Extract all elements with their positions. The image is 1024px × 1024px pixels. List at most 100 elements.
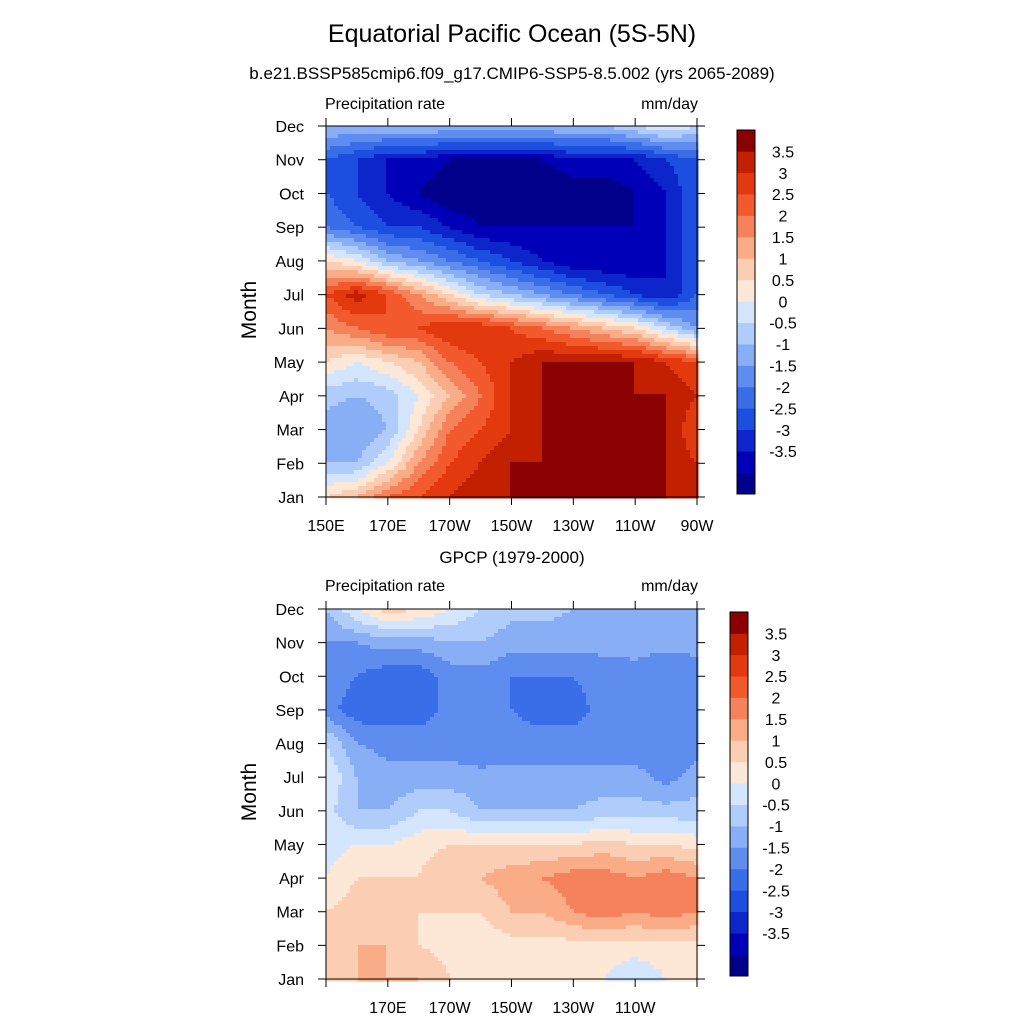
- field-cell: [434, 306, 439, 311]
- field-cell: [326, 130, 331, 135]
- field-cell: [358, 170, 363, 175]
- field-cell: [454, 126, 459, 131]
- field-cell: [354, 266, 359, 271]
- field-cell: [622, 154, 627, 159]
- field-cell: [646, 182, 651, 187]
- field-cell: [426, 242, 431, 247]
- field-cell: [418, 130, 423, 135]
- field-cell: [454, 274, 459, 279]
- field-cell: [386, 314, 391, 319]
- field-cell: [414, 334, 419, 339]
- field-cell: [378, 294, 383, 299]
- field-cell: [686, 262, 691, 267]
- field-cell: [410, 210, 415, 215]
- field-cell: [346, 318, 351, 323]
- field-cell: [590, 150, 595, 155]
- field-cell: [438, 270, 443, 275]
- field-cell: [470, 158, 475, 163]
- field-cell: [358, 298, 363, 303]
- field-cell: [518, 242, 523, 247]
- field-cell: [538, 214, 543, 219]
- field-cell: [522, 282, 527, 287]
- field-cell: [446, 138, 451, 143]
- field-cell: [502, 162, 507, 167]
- field-cell: [546, 206, 551, 211]
- field-cell: [598, 262, 603, 267]
- field-cell: [534, 194, 539, 199]
- field-cell: [506, 330, 511, 335]
- field-cell: [490, 250, 495, 255]
- field-cell: [382, 138, 387, 143]
- field-cell: [486, 318, 491, 323]
- field-cell: [434, 270, 439, 275]
- field-cell: [526, 146, 531, 151]
- field-cell: [418, 246, 423, 251]
- field-cell: [626, 278, 631, 283]
- field-cell: [342, 230, 347, 235]
- field-cell: [342, 134, 347, 139]
- field-cell: [326, 158, 331, 163]
- field-cell: [462, 186, 467, 191]
- field-cell: [374, 134, 379, 139]
- field-cell: [634, 302, 639, 307]
- field-cell: [626, 170, 631, 175]
- field-cell: [430, 210, 435, 215]
- field-cell: [654, 214, 659, 219]
- field-cell: [578, 298, 583, 303]
- field-cell: [614, 306, 619, 311]
- field-cell: [334, 130, 339, 135]
- field-cell: [634, 238, 639, 243]
- field-cell: [662, 182, 667, 187]
- field-cell: [530, 170, 535, 175]
- field-cell: [350, 314, 355, 319]
- field-cell: [390, 242, 395, 247]
- field-cell: [458, 190, 463, 195]
- field-cell: [458, 234, 463, 239]
- field-cell: [358, 258, 363, 263]
- field-cell: [602, 290, 607, 295]
- field-cell: [506, 166, 511, 171]
- field-cell: [338, 322, 343, 327]
- field-cell: [442, 146, 447, 151]
- field-cell: [386, 338, 391, 343]
- field-cell: [378, 178, 383, 183]
- field-cell: [518, 226, 523, 231]
- field-cell: [382, 258, 387, 263]
- field-cell: [398, 150, 403, 155]
- field-cell: [378, 330, 383, 335]
- field-cell: [446, 238, 451, 243]
- field-cell: [518, 250, 523, 255]
- field-cell: [390, 274, 395, 279]
- field-cell: [526, 226, 531, 231]
- field-cell: [486, 174, 491, 179]
- field-cell: [694, 222, 699, 227]
- field-cell: [370, 234, 375, 239]
- field-cell: [490, 254, 495, 259]
- field-cell: [362, 186, 367, 191]
- field-cell: [410, 138, 415, 143]
- field-cell: [434, 338, 439, 343]
- field-cell: [546, 186, 551, 191]
- field-cell: [610, 238, 615, 243]
- field-cell: [374, 286, 379, 291]
- field-cell: [638, 186, 643, 191]
- field-cell: [410, 330, 415, 335]
- field-cell: [462, 166, 467, 171]
- field-cell: [326, 234, 331, 239]
- field-cell: [634, 318, 639, 323]
- field-cell: [510, 218, 515, 223]
- field-cell: [526, 206, 531, 211]
- field-cell: [394, 330, 399, 335]
- field-cell: [626, 210, 631, 215]
- field-cell: [430, 246, 435, 251]
- field-cell: [338, 318, 343, 323]
- field-cell: [550, 134, 555, 139]
- field-cell: [486, 218, 491, 223]
- field-cell: [558, 226, 563, 231]
- field-cell: [538, 318, 543, 323]
- field-cell: [530, 214, 535, 219]
- field-cell: [418, 126, 423, 131]
- field-cell: [650, 154, 655, 159]
- field-cell: [526, 138, 531, 143]
- field-cell: [510, 226, 515, 231]
